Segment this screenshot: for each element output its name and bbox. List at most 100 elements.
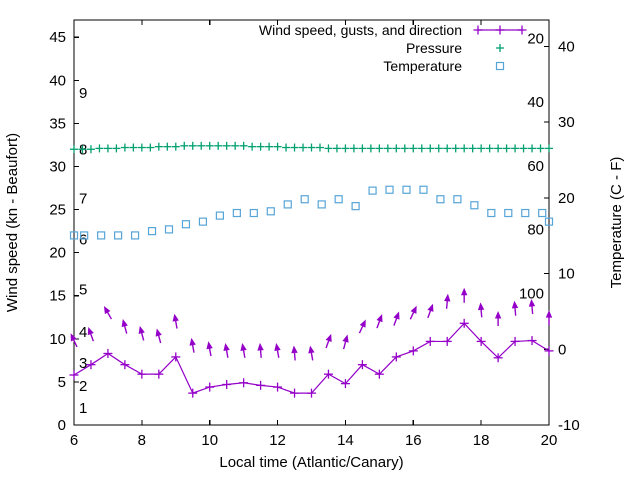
arrow-head: [427, 303, 434, 312]
arrow-head: [511, 300, 519, 309]
arrow-head: [172, 313, 179, 322]
arrow-head: [325, 333, 332, 343]
wind-direction-arrow: [409, 305, 417, 320]
arrow-head: [274, 343, 281, 351]
arrow-head: [393, 311, 400, 320]
wind-direction-arrow: [291, 345, 298, 361]
marker-square: [283, 200, 292, 209]
marker-square: [334, 195, 343, 204]
fahrenheit-scale-label: 20: [527, 31, 544, 48]
marker-square: [232, 208, 241, 218]
marker-square: [385, 185, 394, 194]
axis-titles-group: Wind speed (kn - Beaufort) Temperature (C…: [4, 133, 625, 471]
beaufort-scale-label: 9: [79, 85, 87, 102]
arrow-head: [545, 310, 553, 318]
marker-square: [453, 195, 462, 204]
wind-direction-arrow: [103, 306, 113, 320]
arrow-head: [223, 343, 230, 351]
marker-square: [249, 208, 258, 218]
wind-direction-arrow: [155, 328, 162, 344]
marker-square: [436, 195, 445, 204]
plot-frame: [73, 19, 550, 426]
wind-direction-arrow: [477, 302, 485, 318]
arrow-head: [70, 333, 77, 342]
arrow-head: [240, 343, 247, 351]
arrow-head: [444, 293, 451, 302]
marker-square: [69, 231, 79, 240]
marker-square: [164, 225, 174, 234]
y-tick-label: 10: [49, 331, 66, 348]
x-tick-label: 6: [70, 432, 78, 449]
marker-square: [487, 208, 496, 218]
y-tick-label: 25: [49, 202, 66, 219]
y2-tick-label: 30: [558, 114, 575, 131]
arrow-head: [206, 341, 213, 350]
y-tick-label: 0: [58, 417, 66, 434]
fahrenheit-scale-label: 60: [527, 158, 544, 175]
arrow-head: [410, 305, 417, 314]
y2-tick-label: 0: [558, 341, 566, 358]
beaufort-scale-label: 4: [79, 324, 87, 341]
arrow-head: [342, 334, 349, 343]
wind-direction-arrow: [342, 334, 349, 350]
marker-square: [97, 231, 106, 240]
marker-square: [317, 200, 326, 209]
wind-direction-arrow: [494, 311, 502, 327]
wind-direction-arrow: [325, 333, 332, 349]
legend-group: Wind speed, gusts, and direction Pressure…: [259, 22, 527, 74]
y-axis-title: Wind speed (kn - Beaufort): [4, 133, 21, 312]
marker-square: [419, 185, 428, 194]
wind-direction-arrow: [427, 303, 434, 319]
wind-direction-arrow: [121, 319, 128, 334]
marker-square: [80, 231, 89, 240]
marker-square: [470, 201, 479, 210]
marker-square: [504, 208, 513, 218]
x-tick-label: 12: [269, 432, 286, 449]
beaufort-scale-label: 2: [79, 378, 87, 395]
x-tick-label: 14: [337, 432, 354, 449]
fahrenheit-scale-label: 40: [527, 94, 544, 111]
beaufort-scale-label: 6: [79, 232, 87, 249]
arrow-head: [257, 342, 264, 351]
arrow-head: [291, 345, 298, 354]
wind-direction-arrow: [358, 319, 366, 334]
arrow-head: [189, 337, 196, 346]
y2-tick-label: 20: [558, 190, 575, 207]
marker-square: [402, 185, 411, 194]
wind-direction-arrow: [444, 293, 451, 309]
x-tick-label: 16: [405, 432, 422, 449]
wind-direction-arrow: [257, 342, 264, 358]
marker-square: [351, 202, 360, 211]
x-tick-label: 18: [473, 432, 490, 449]
wind-direction-arrow: [87, 327, 95, 342]
arrow-head: [494, 311, 502, 319]
beaufort-scale-label: 3: [79, 355, 87, 372]
arrow-head: [103, 306, 111, 315]
marker-square: [368, 186, 377, 195]
arrow-head: [121, 319, 128, 328]
wind-direction-arrow: [393, 311, 400, 326]
y2-tick-label: 10: [558, 266, 575, 283]
wind-direction-arrow: [138, 325, 145, 341]
arrow-head: [477, 302, 485, 311]
inner-scale-labels-group: 12345678920406080100: [79, 31, 544, 417]
wind-direction-arrow: [240, 343, 247, 358]
wind-direction-arrow: [189, 337, 196, 353]
marker-square: [544, 217, 554, 226]
series-4: [69, 185, 554, 240]
beaufort-scale-label: 7: [79, 190, 87, 207]
wind-speed-line: [73, 322, 550, 394]
marker-square: [114, 231, 123, 240]
y-tick-label: 45: [49, 29, 66, 46]
arrow-head: [460, 287, 468, 296]
wind-direction-arrow: [528, 298, 536, 314]
wind-direction-arrow: [70, 333, 78, 348]
arrow-head: [308, 345, 315, 354]
wind-direction-arrow: [308, 345, 315, 361]
axes-group: [73, 19, 550, 426]
legend-label: Wind speed, gusts, and direction: [259, 22, 462, 38]
arrow-head: [87, 327, 94, 336]
wind-direction-arrow: [460, 287, 468, 303]
y-tick-label: 35: [49, 115, 66, 132]
